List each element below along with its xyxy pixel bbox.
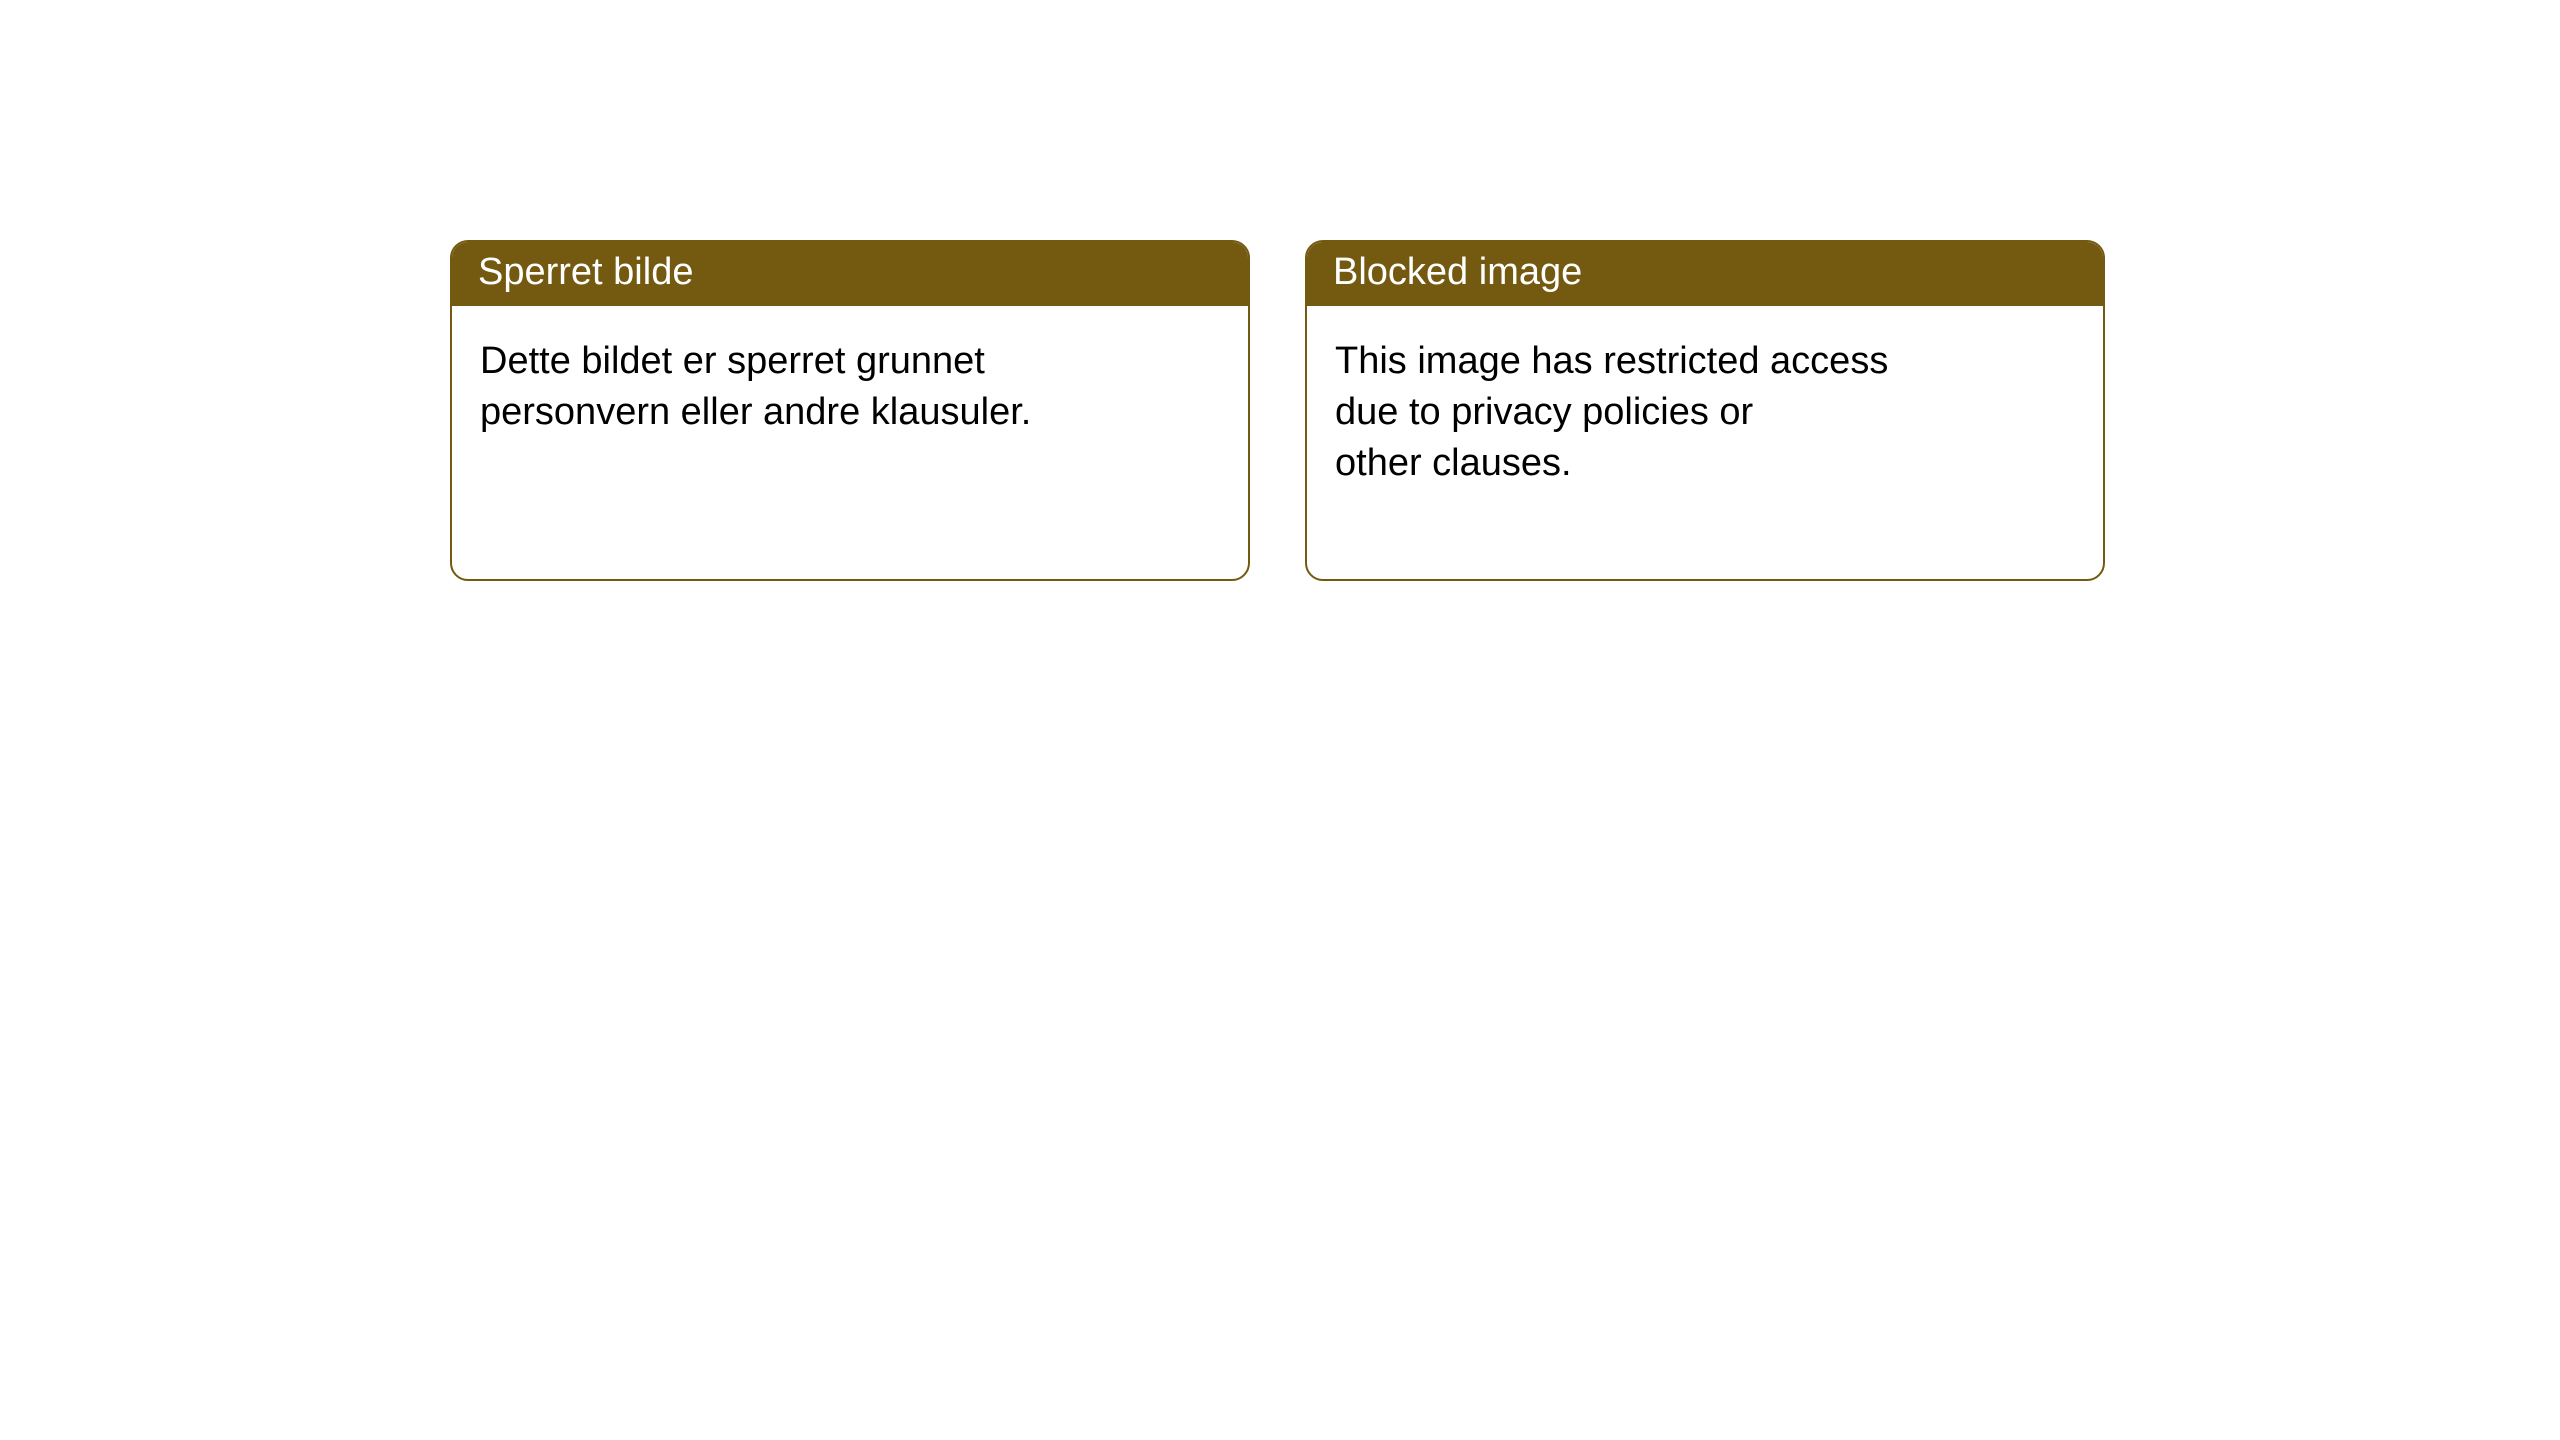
notice-card-norwegian: Sperret bilde Dette bildet er sperret gr…	[450, 240, 1250, 581]
notice-title-english: Blocked image	[1307, 242, 2103, 306]
notice-container: Sperret bilde Dette bildet er sperret gr…	[0, 0, 2560, 581]
notice-title-norwegian: Sperret bilde	[452, 242, 1248, 306]
notice-body-english: This image has restricted access due to …	[1307, 306, 2103, 580]
notice-card-english: Blocked image This image has restricted …	[1305, 240, 2105, 581]
notice-body-norwegian: Dette bildet er sperret grunnet personve…	[452, 306, 1248, 529]
